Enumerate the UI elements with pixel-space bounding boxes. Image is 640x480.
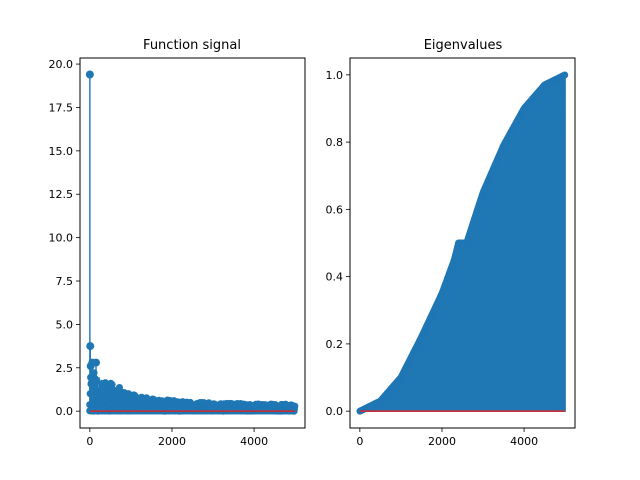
stem-marker <box>102 395 110 404</box>
stem-marks <box>85 70 299 415</box>
stem-marker <box>561 71 569 79</box>
y-axis-ticks: 0.0 2.5 5.0 7.5 10.0 12.5 15.0 17.5 20.0 <box>49 58 80 418</box>
subplot-function-signal: Function signal 0 2000 4000 0.0 2.5 5.0 7.5 10… <box>49 38 306 448</box>
y-tick-label: 7.5 <box>56 275 74 288</box>
y-tick-label: 12.5 <box>49 188 74 201</box>
y-tick-label: 0.6 <box>326 203 344 216</box>
stem-marker <box>101 379 110 387</box>
plot-frame <box>79 57 306 429</box>
plot-frame <box>349 57 576 429</box>
y-axis-ticks: 0.0 0.2 0.4 0.6 0.8 1.0 <box>326 69 350 418</box>
y-tick-label: 20.0 <box>49 58 74 71</box>
x-tick-label: 4000 <box>510 435 538 448</box>
y-tick-label: 0.4 <box>326 271 344 284</box>
y-tick-label: 10.0 <box>49 232 74 245</box>
x-axis-ticks: 0 2000 4000 <box>356 428 538 448</box>
x-tick-label: 2000 <box>428 435 456 448</box>
stem-marker <box>108 380 116 389</box>
y-tick-label: 0.0 <box>326 405 344 418</box>
y-tick-label: 15.0 <box>49 145 74 158</box>
stem-marker <box>85 70 94 79</box>
x-tick-label: 4000 <box>240 435 268 448</box>
y-tick-label: 5.0 <box>56 318 74 331</box>
y-tick-label: 17.5 <box>49 101 74 114</box>
y-tick-label: 1.0 <box>326 69 344 82</box>
stem-marker <box>115 383 124 392</box>
x-tick-label: 0 <box>86 435 93 448</box>
y-tick-label: 0.8 <box>326 136 344 149</box>
subplot-eigenvalues: Eigenvalues 0 2000 4000 0.0 0.2 0.4 0.6 0.8 1.0 <box>326 38 576 448</box>
stem-marker <box>92 358 101 367</box>
stem-marks <box>356 71 569 415</box>
chart-title: Function signal <box>143 38 241 53</box>
chart-title: Eigenvalues <box>424 38 503 53</box>
x-axis-ticks: 0 2000 4000 <box>86 428 268 448</box>
stem-marker <box>86 342 95 351</box>
y-tick-label: 2.5 <box>56 362 74 375</box>
y-tick-label: 0.2 <box>326 338 344 351</box>
x-tick-label: 2000 <box>158 435 186 448</box>
y-tick-label: 0.0 <box>56 405 74 418</box>
x-tick-label: 0 <box>356 435 363 448</box>
